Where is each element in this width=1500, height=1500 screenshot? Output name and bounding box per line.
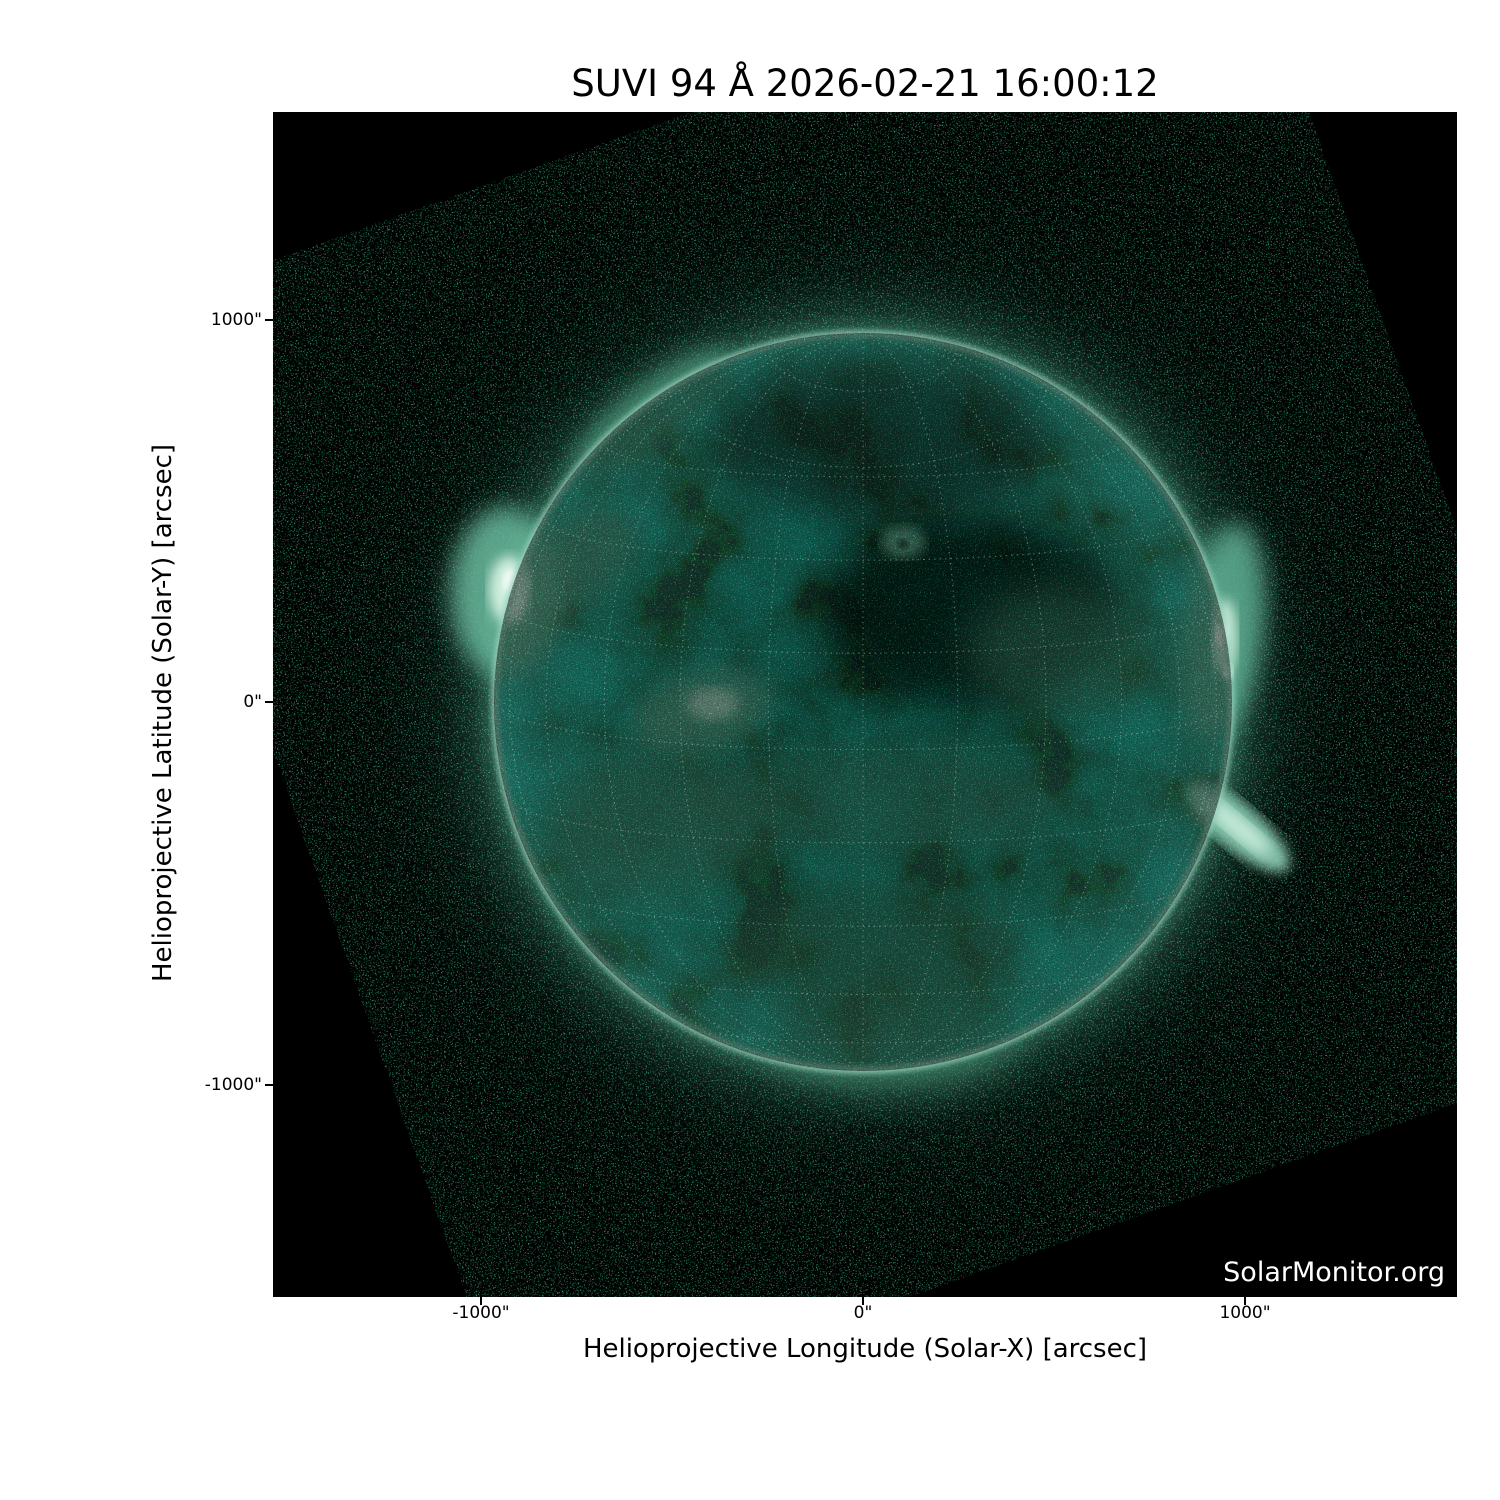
x-tick-mark bbox=[1244, 1297, 1246, 1305]
solar-image-plot bbox=[273, 112, 1457, 1297]
y-tick-label: -1000" bbox=[204, 1075, 262, 1095]
x-tick-mark bbox=[480, 1297, 482, 1305]
suvi-94-solar-image bbox=[273, 112, 1457, 1297]
y-tick-mark bbox=[265, 701, 273, 703]
x-tick-label: 1000" bbox=[1219, 1303, 1271, 1323]
southwest-limb-active-region-core bbox=[1206, 800, 1270, 854]
x-tick-mark bbox=[862, 1297, 864, 1305]
y-axis-label: Helioprojective Latitude (Solar-Y) [arcs… bbox=[148, 443, 178, 983]
x-tick-label: -1000" bbox=[452, 1303, 510, 1323]
x-axis-label: Helioprojective Longitude (Solar-X) [arc… bbox=[582, 1334, 1148, 1364]
disk-dark-speckle bbox=[494, 333, 1232, 1071]
y-tick-label: 1000" bbox=[210, 310, 262, 330]
y-tick-label: 0" bbox=[243, 692, 262, 712]
y-tick-mark bbox=[265, 1084, 273, 1086]
y-tick-mark bbox=[265, 319, 273, 321]
x-tick-label: 0" bbox=[853, 1303, 873, 1323]
page-title: SUVI 94 Å 2026-02-21 16:00:12 bbox=[571, 62, 1159, 105]
